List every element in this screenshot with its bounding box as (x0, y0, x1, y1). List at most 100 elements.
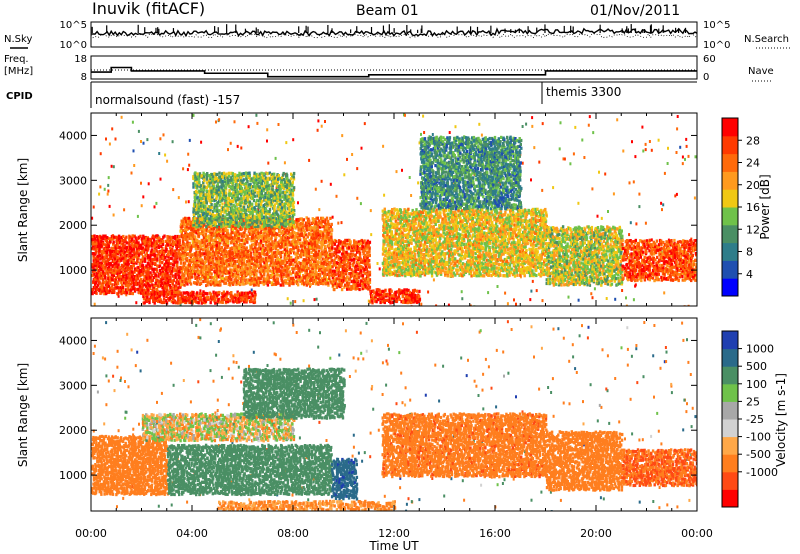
data-cell (248, 232, 252, 236)
data-cell (159, 254, 162, 259)
data-cell (209, 230, 212, 235)
data-cell (129, 291, 132, 295)
data-cell (225, 276, 228, 280)
data-cell (275, 271, 279, 275)
data-cell (117, 241, 120, 245)
data-cell (103, 292, 106, 296)
data-cell (194, 270, 198, 274)
data-cell (273, 261, 276, 265)
data-cell (207, 252, 210, 256)
data-cell (352, 244, 355, 248)
data-cell (307, 252, 311, 256)
data-cell (137, 235, 140, 239)
data-cell (111, 253, 114, 257)
data-cell (118, 277, 121, 281)
data-cell (208, 241, 211, 245)
data-cell (213, 244, 216, 248)
data-cell (156, 254, 159, 258)
scatter-cell (132, 149, 135, 153)
data-cell (156, 241, 159, 245)
data-cell (98, 254, 102, 258)
data-cell (273, 232, 276, 236)
data-cell (389, 229, 392, 233)
data-cell (377, 288, 380, 292)
data-cell (118, 274, 121, 278)
data-cell (217, 251, 220, 255)
data-cell (241, 226, 244, 230)
scatter-cell (642, 149, 645, 153)
data-cell (304, 258, 307, 262)
data-cell (252, 227, 256, 231)
data-cell (175, 280, 178, 284)
data-cell (361, 274, 365, 278)
data-cell (274, 247, 277, 251)
data-cell (186, 266, 189, 270)
data-cell (327, 223, 331, 227)
data-cell (145, 251, 148, 255)
data-cell (239, 262, 242, 266)
data-cell (325, 222, 328, 226)
data-cell (217, 254, 220, 258)
data-cell (344, 243, 347, 248)
data-cell (224, 234, 227, 238)
data-cell (102, 266, 105, 270)
data-cell (184, 235, 187, 240)
data-cell (399, 254, 403, 258)
data-cell (401, 240, 405, 244)
data-cell (303, 262, 306, 266)
data-cell (194, 272, 197, 276)
data-cell (241, 297, 244, 301)
data-cell (383, 298, 387, 302)
data-cell (180, 219, 183, 223)
data-cell (178, 251, 181, 255)
scatter-cell (418, 141, 421, 145)
data-cell (387, 256, 390, 260)
scatter-cell (107, 183, 110, 187)
data-cell (183, 291, 186, 295)
scatter-cell (125, 293, 128, 297)
data-cell (196, 252, 200, 256)
data-cell (322, 279, 325, 283)
data-cell (171, 266, 175, 270)
data-cell (216, 267, 219, 271)
scatter-cell (685, 137, 688, 141)
data-cell (400, 289, 403, 293)
data-cell (235, 242, 238, 246)
data-cell (176, 296, 180, 300)
data-cell (178, 241, 181, 245)
data-cell (148, 279, 151, 283)
data-cell (114, 265, 117, 269)
data-cell (322, 234, 325, 238)
data-cell (241, 263, 244, 267)
data-cell (290, 279, 293, 283)
data-cell (101, 280, 105, 285)
data-cell (321, 257, 324, 261)
data-cell (124, 264, 127, 268)
data-cell (93, 263, 96, 267)
data-cell (176, 293, 179, 297)
data-cell (303, 282, 306, 286)
data-cell (241, 256, 244, 260)
data-cell (210, 295, 214, 299)
data-cell (356, 244, 359, 248)
data-cell (292, 237, 295, 241)
scatter-cell (185, 200, 187, 204)
data-cell (142, 294, 145, 299)
data-cell (299, 252, 303, 256)
data-cell (326, 272, 329, 276)
data-cell (124, 254, 127, 258)
data-cell (263, 249, 266, 253)
data-cell (241, 276, 244, 281)
scatter-cell (107, 176, 110, 180)
data-cell (405, 262, 408, 266)
data-cell (344, 250, 347, 255)
data-cell (222, 232, 225, 236)
data-cell (94, 246, 98, 250)
data-cell (169, 276, 172, 280)
data-cell (381, 247, 385, 251)
data-cell (207, 229, 210, 233)
data-cell (101, 286, 104, 290)
data-cell (249, 261, 252, 265)
data-cell (152, 299, 155, 304)
data-cell (303, 241, 307, 245)
